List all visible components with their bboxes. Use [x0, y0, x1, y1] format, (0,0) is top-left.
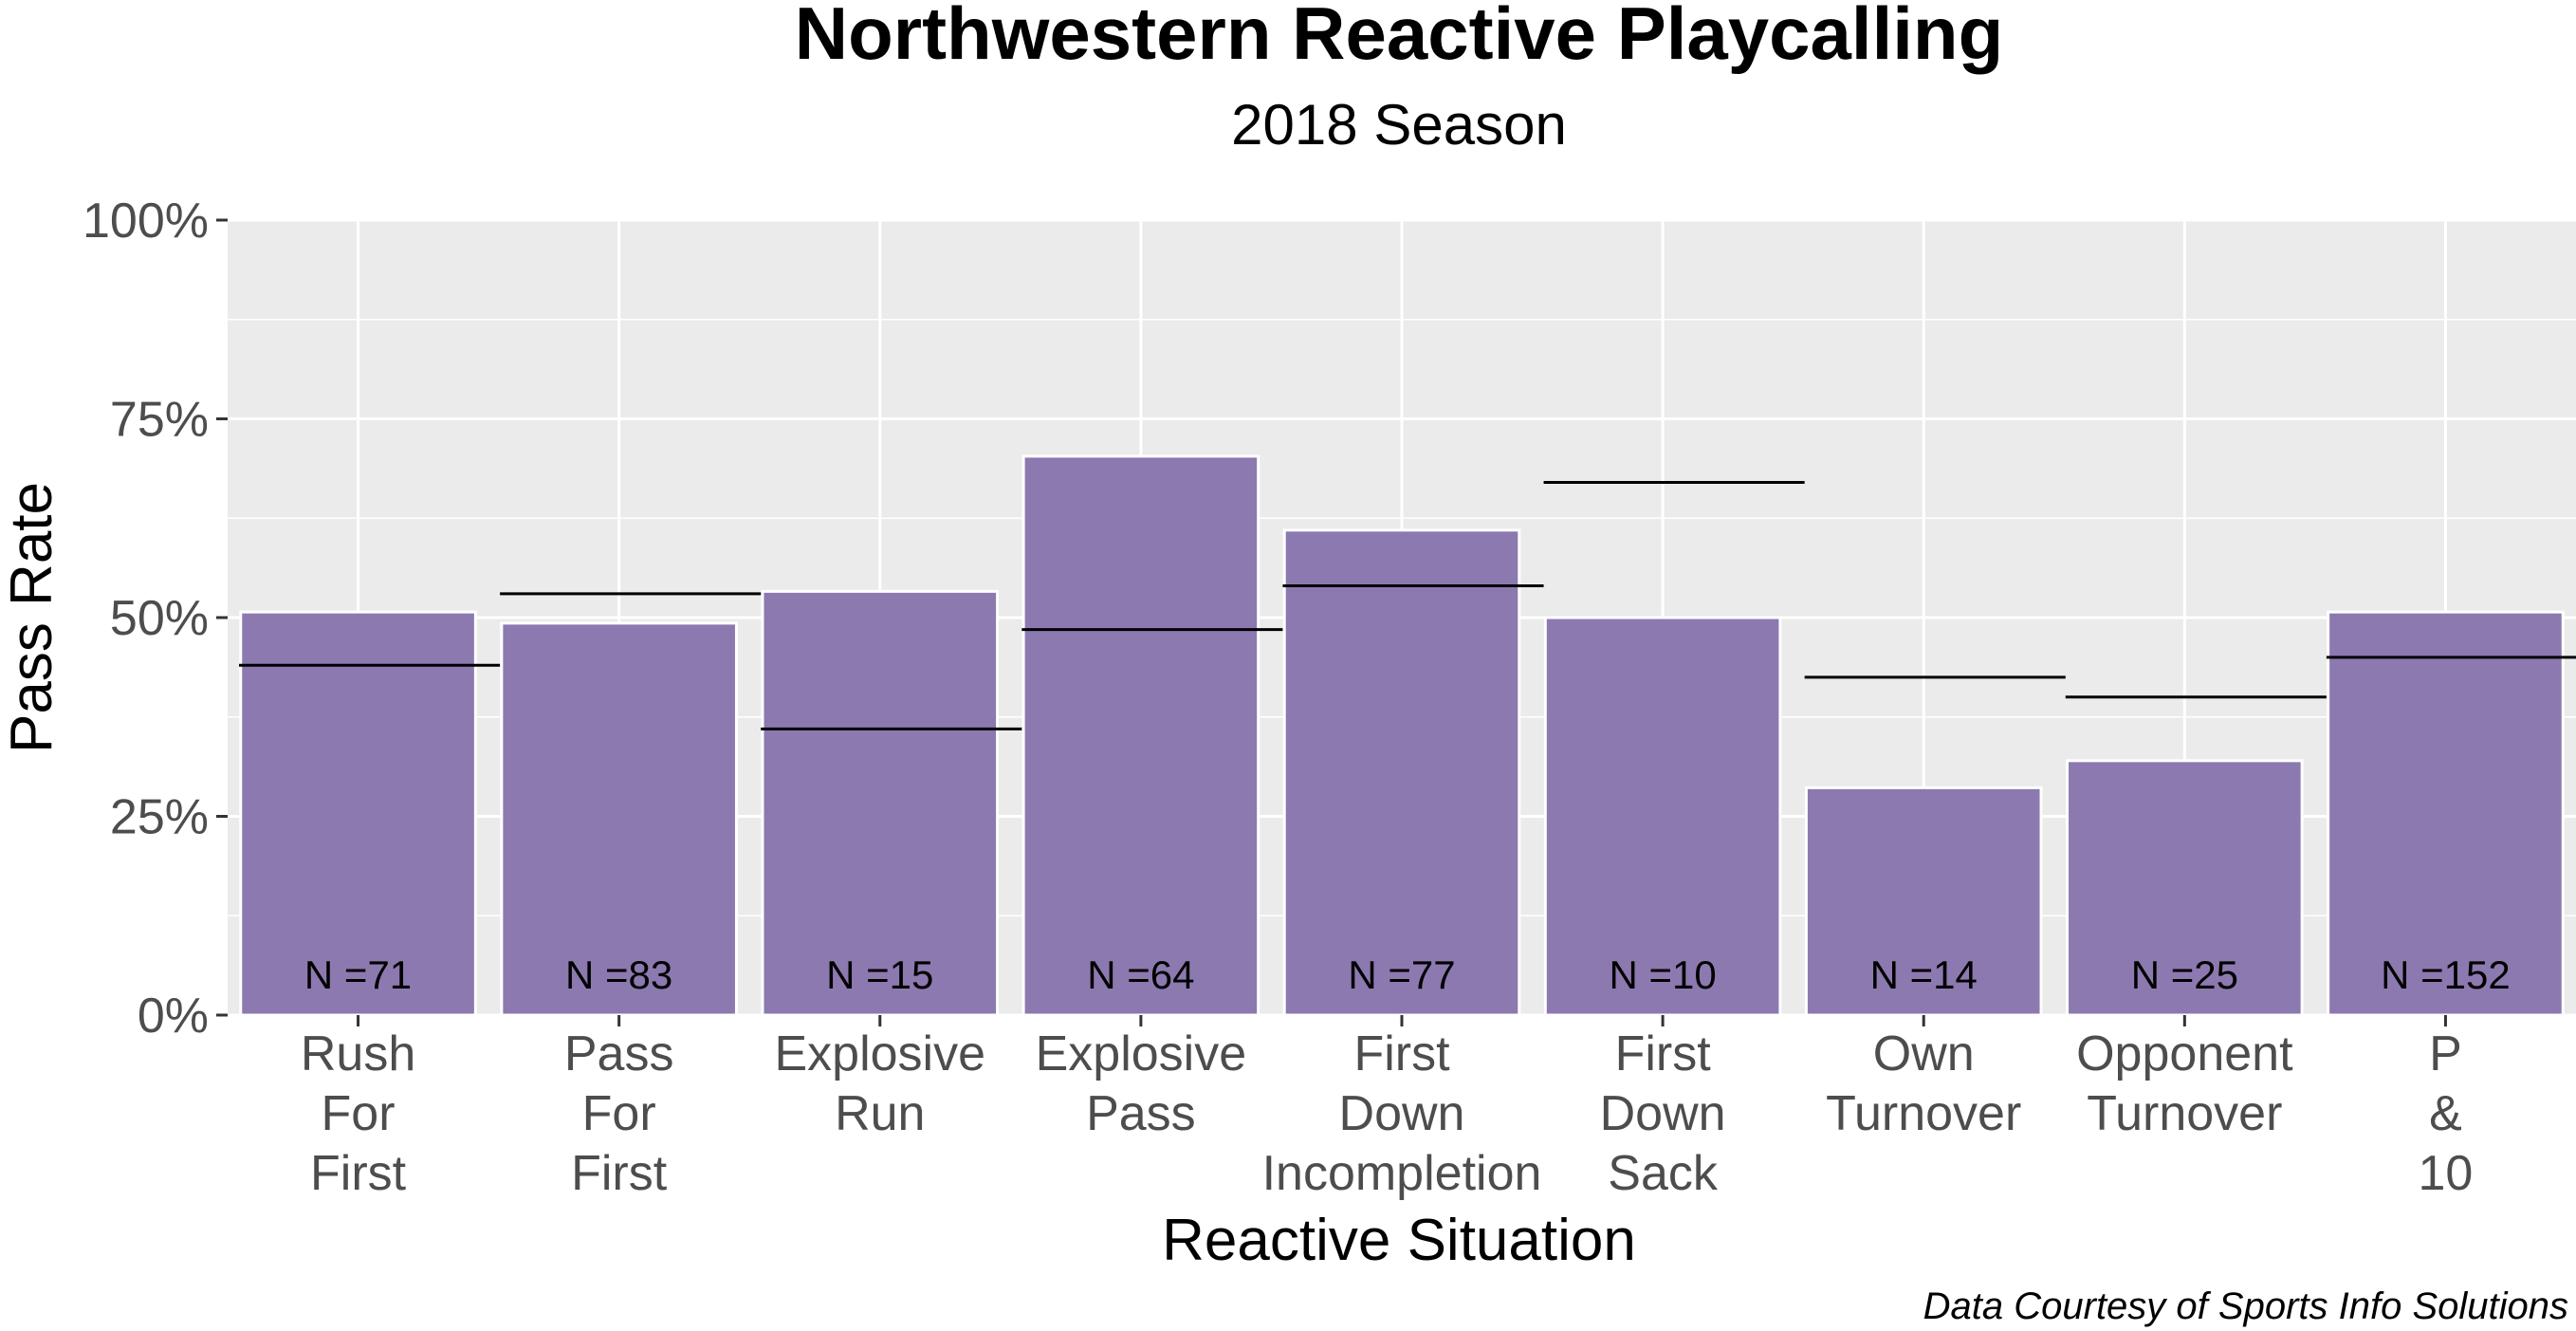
caption: Data Courtesy of Sports Info Solutions — [1923, 1285, 2568, 1327]
x-tick-label-line: For — [582, 1086, 656, 1141]
x-tick-label-line: Opponent — [2076, 1026, 2293, 1081]
x-tick-label-line: Rush — [301, 1026, 415, 1081]
x-tick-label: P & 10 — [2419, 1026, 2474, 1201]
x-tick-label: Explosive Run — [774, 1026, 985, 1141]
y-tick-label: 50% — [110, 591, 209, 646]
x-tick-label-line: 10 — [2419, 1146, 2474, 1201]
y-axis-title: Pass Rate — [0, 482, 64, 753]
y-tick-label: 25% — [110, 790, 209, 845]
x-tick-label: Explosive Pass — [1036, 1026, 1247, 1141]
x-tick-label-line: & — [2429, 1086, 2462, 1141]
chart-title: Northwestern Reactive Playcalling — [795, 0, 2003, 75]
bar — [2327, 610, 2565, 1017]
x-tick-label-line: Pass — [564, 1026, 674, 1081]
x-tick-label-line: First — [310, 1146, 407, 1201]
bar — [500, 621, 738, 1017]
x-tick-label-line: First — [1615, 1026, 1712, 1081]
x-tick-label-line: For — [322, 1086, 396, 1141]
bar — [2066, 759, 2304, 1017]
n-label: N =14 — [1870, 952, 1978, 997]
x-tick-label: Opponent Turnover — [2076, 1026, 2293, 1141]
n-label: N =15 — [826, 952, 933, 997]
x-tick-label-line: Turnover — [2087, 1086, 2282, 1141]
x-tick-label: Own Turnover — [1826, 1026, 2021, 1141]
x-tick-label-line: Pass — [1086, 1086, 1196, 1141]
x-tick-label-line: First — [571, 1146, 668, 1201]
n-label: N =152 — [2381, 952, 2511, 997]
x-tick-label-line: Explosive — [1036, 1026, 1247, 1081]
n-label: N =64 — [1087, 952, 1194, 997]
n-label: N =71 — [304, 952, 412, 997]
n-label: N =83 — [565, 952, 672, 997]
bar — [239, 610, 477, 1017]
x-tick-label: Rush For First — [301, 1026, 415, 1201]
x-tick-label-line: Own — [1873, 1026, 1975, 1081]
x-tick-label-line: Turnover — [1826, 1086, 2021, 1141]
x-tick-label-line: Explosive — [774, 1026, 985, 1081]
x-tick-label: First Down Sack — [1600, 1026, 1726, 1201]
x-tick-label-line: Run — [835, 1086, 925, 1141]
n-label: N =25 — [2131, 952, 2238, 997]
chart-subtitle: 2018 Season — [1231, 93, 1567, 157]
x-tick-label: First Down Incompletion — [1262, 1026, 1542, 1201]
x-tick-label-line: Down — [1339, 1086, 1465, 1141]
reference-lines — [239, 481, 2576, 730]
x-tick-label: Pass For First — [564, 1026, 674, 1201]
bar — [1021, 454, 1260, 1017]
y-tick-label: 75% — [110, 393, 209, 448]
x-axis-title: Reactive Situation — [1162, 1208, 1636, 1273]
x-tick-label-line: Sack — [1608, 1146, 1719, 1201]
y-tick-label: 100% — [83, 194, 209, 249]
y-axis: 0% 25% 50% 75% 100% — [83, 194, 228, 1044]
x-tick-label-line: Incompletion — [1262, 1146, 1542, 1201]
bar — [1282, 528, 1521, 1017]
n-labels: N =71 N =83 N =15 N =64 N =77 N =10 N =14 N =25… — [304, 952, 2511, 997]
x-tick-label-line: Down — [1600, 1086, 1726, 1141]
n-label: N =10 — [1609, 952, 1716, 997]
bars — [239, 454, 2565, 1017]
bar — [761, 589, 1000, 1017]
x-tick-label-line: First — [1353, 1026, 1450, 1081]
y-tick-label: 0% — [138, 989, 209, 1044]
bar — [1804, 786, 2043, 1017]
n-label: N =77 — [1348, 952, 1455, 997]
x-tick-label-line: P — [2429, 1026, 2462, 1081]
